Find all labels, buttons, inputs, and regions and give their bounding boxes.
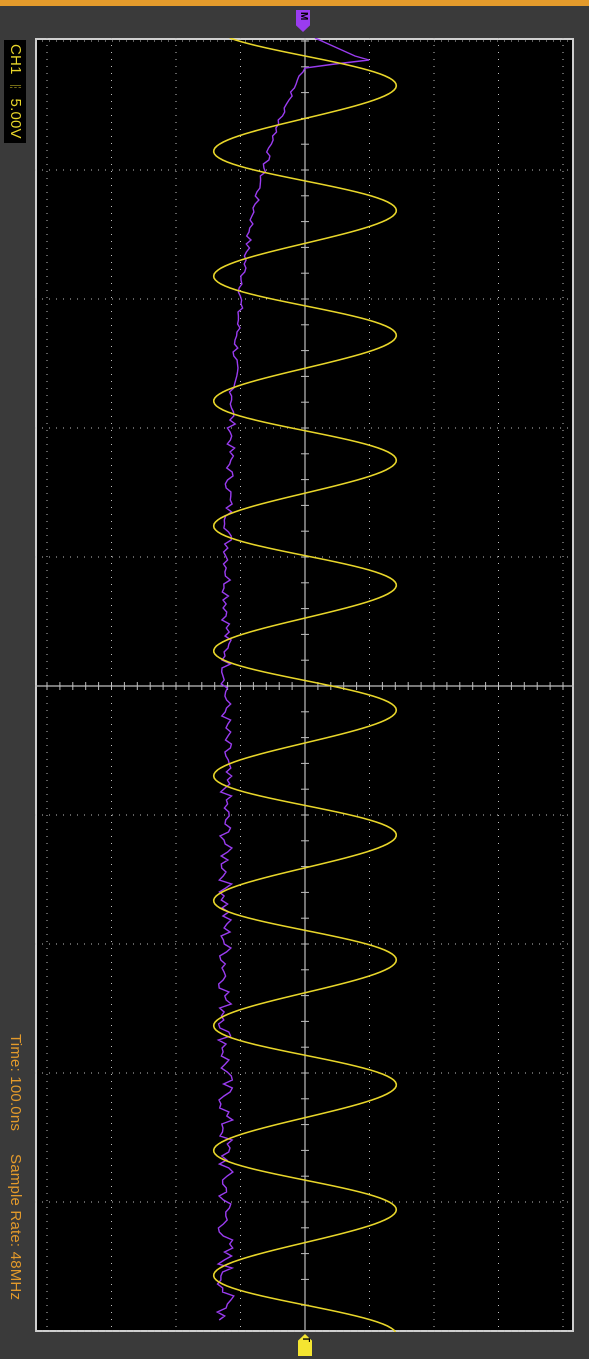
- trigger-marker[interactable]: T: [298, 1334, 312, 1356]
- math-trace: [215, 38, 370, 1321]
- grid: [35, 38, 574, 1332]
- math-marker[interactable]: M: [296, 10, 310, 32]
- timebase-label[interactable]: Time: 100.0ns: [7, 1034, 24, 1132]
- channel-scale-label[interactable]: CH1 ⎓ 5.00V: [4, 40, 26, 143]
- math-marker-text: M: [298, 12, 309, 21]
- ch1-trace: [212, 38, 398, 1332]
- trigger-marker-text: T: [300, 1336, 311, 1343]
- waveform-plot[interactable]: [35, 38, 574, 1332]
- sample-rate-label[interactable]: Sample Rate: 48MHz: [7, 1154, 24, 1301]
- top-accent-bar: [0, 0, 589, 6]
